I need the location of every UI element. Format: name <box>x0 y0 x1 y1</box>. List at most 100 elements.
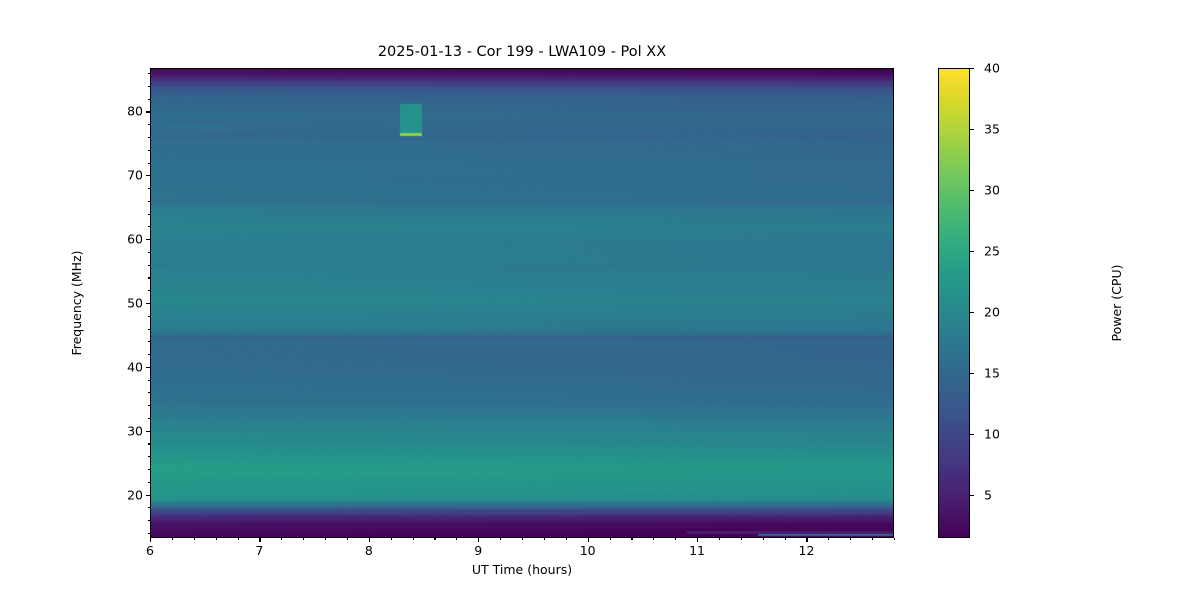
colorbar-tick <box>970 312 974 314</box>
x-minor-tick <box>543 538 545 541</box>
x-minor-tick <box>740 538 742 541</box>
x-major-tick <box>806 538 808 542</box>
y-minor-tick <box>147 85 150 87</box>
x-tick-label: 6 <box>146 543 154 558</box>
y-minor-tick <box>147 124 150 126</box>
x-tick-label: 10 <box>579 543 596 558</box>
x-major-tick <box>587 538 589 542</box>
y-tick-label: 40 <box>127 359 143 375</box>
y-minor-tick <box>147 392 150 394</box>
colorbar-axes[interactable] <box>938 68 970 538</box>
y-tick-label: 50 <box>127 295 143 311</box>
x-tick-label: 8 <box>364 543 373 558</box>
colorbar-tick-label: 5 <box>984 487 992 503</box>
spectrogram-image <box>151 69 893 537</box>
y-minor-tick <box>147 162 150 164</box>
y-tick-label: 80 <box>127 103 143 119</box>
x-minor-tick <box>434 538 436 541</box>
colorbar-tick-label: 15 <box>984 365 1000 381</box>
y-minor-tick <box>147 328 150 330</box>
y-major-tick <box>146 303 150 305</box>
y-tick-label: 30 <box>127 423 143 439</box>
x-major-tick <box>478 538 480 542</box>
y-minor-tick <box>147 188 150 190</box>
y-tick-label: 70 <box>127 167 143 183</box>
x-minor-tick <box>609 538 611 541</box>
x-minor-tick <box>237 538 239 541</box>
colorbar-tick <box>970 190 974 192</box>
x-minor-tick <box>828 538 830 541</box>
y-tick-label: 20 <box>127 487 143 503</box>
y-minor-tick <box>147 507 150 509</box>
y-minor-tick <box>147 341 150 343</box>
colorbar-tick <box>970 251 974 253</box>
x-minor-tick <box>281 538 283 541</box>
x-minor-tick <box>412 538 414 541</box>
y-minor-tick <box>147 277 150 279</box>
y-minor-tick <box>147 532 150 534</box>
y-major-tick <box>146 239 150 241</box>
x-major-tick <box>368 538 370 542</box>
colorbar-tick-label: 40 <box>984 60 1000 76</box>
colorbar-tick-label: 25 <box>984 243 1000 259</box>
y-minor-tick <box>147 226 150 228</box>
x-minor-tick <box>171 538 173 541</box>
y-major-tick <box>146 366 150 368</box>
plot-title: 2025-01-13 - Cor 199 - LWA109 - Pol XX <box>377 44 667 60</box>
x-minor-tick <box>193 538 195 541</box>
y-major-tick <box>146 175 150 177</box>
x-minor-tick <box>346 538 349 541</box>
x-tick-label: 12 <box>798 543 815 558</box>
y-minor-tick <box>147 264 150 266</box>
y-tick-label: 60 <box>127 231 143 247</box>
x-minor-tick <box>565 538 567 541</box>
colorbar-tick <box>970 434 974 436</box>
colorbar-tick-label: 30 <box>984 182 1000 198</box>
y-minor-tick <box>147 290 150 292</box>
y-minor-tick <box>147 315 150 317</box>
y-minor-tick <box>147 213 150 215</box>
x-axis-label: UT Time (hours) <box>471 562 573 577</box>
y-minor-tick <box>147 354 150 356</box>
colorbar-tick <box>970 495 974 497</box>
x-major-tick <box>697 538 699 542</box>
x-minor-tick <box>872 538 874 541</box>
y-minor-tick <box>147 469 150 471</box>
colorbar-tick-label: 35 <box>984 121 1000 137</box>
x-minor-tick <box>500 538 502 541</box>
x-minor-tick <box>850 538 852 541</box>
y-minor-tick <box>147 73 150 75</box>
x-major-tick <box>150 538 152 542</box>
y-major-tick <box>146 111 150 113</box>
x-minor-tick <box>303 538 305 541</box>
y-minor-tick <box>147 98 150 100</box>
y-minor-tick <box>147 417 150 420</box>
spectrogram-axes[interactable] <box>150 68 894 538</box>
x-minor-tick <box>522 538 524 541</box>
x-minor-tick <box>675 538 677 541</box>
x-minor-tick <box>456 538 458 541</box>
y-major-tick <box>146 430 150 432</box>
x-minor-tick <box>325 538 327 541</box>
x-minor-tick <box>894 538 896 541</box>
y-minor-tick <box>147 456 150 458</box>
x-tick-label: 7 <box>255 543 264 558</box>
x-minor-tick <box>215 538 217 541</box>
colorbar-label: Power (CPU) <box>1109 264 1124 342</box>
y-minor-tick <box>147 200 150 202</box>
y-major-tick <box>146 494 150 496</box>
y-minor-tick <box>147 136 150 139</box>
x-minor-tick <box>631 538 633 541</box>
colorbar-tick-label: 20 <box>984 304 1000 320</box>
x-tick-label: 11 <box>689 543 705 558</box>
y-axis-label: Frequency (MHz) <box>69 250 84 356</box>
y-minor-tick <box>147 443 150 445</box>
y-minor-tick <box>147 481 150 483</box>
y-minor-tick <box>147 251 150 253</box>
x-minor-tick <box>784 538 786 541</box>
x-major-tick <box>259 538 261 542</box>
colorbar-tick <box>970 129 974 131</box>
x-minor-tick <box>390 538 392 541</box>
y-minor-tick <box>147 405 150 407</box>
